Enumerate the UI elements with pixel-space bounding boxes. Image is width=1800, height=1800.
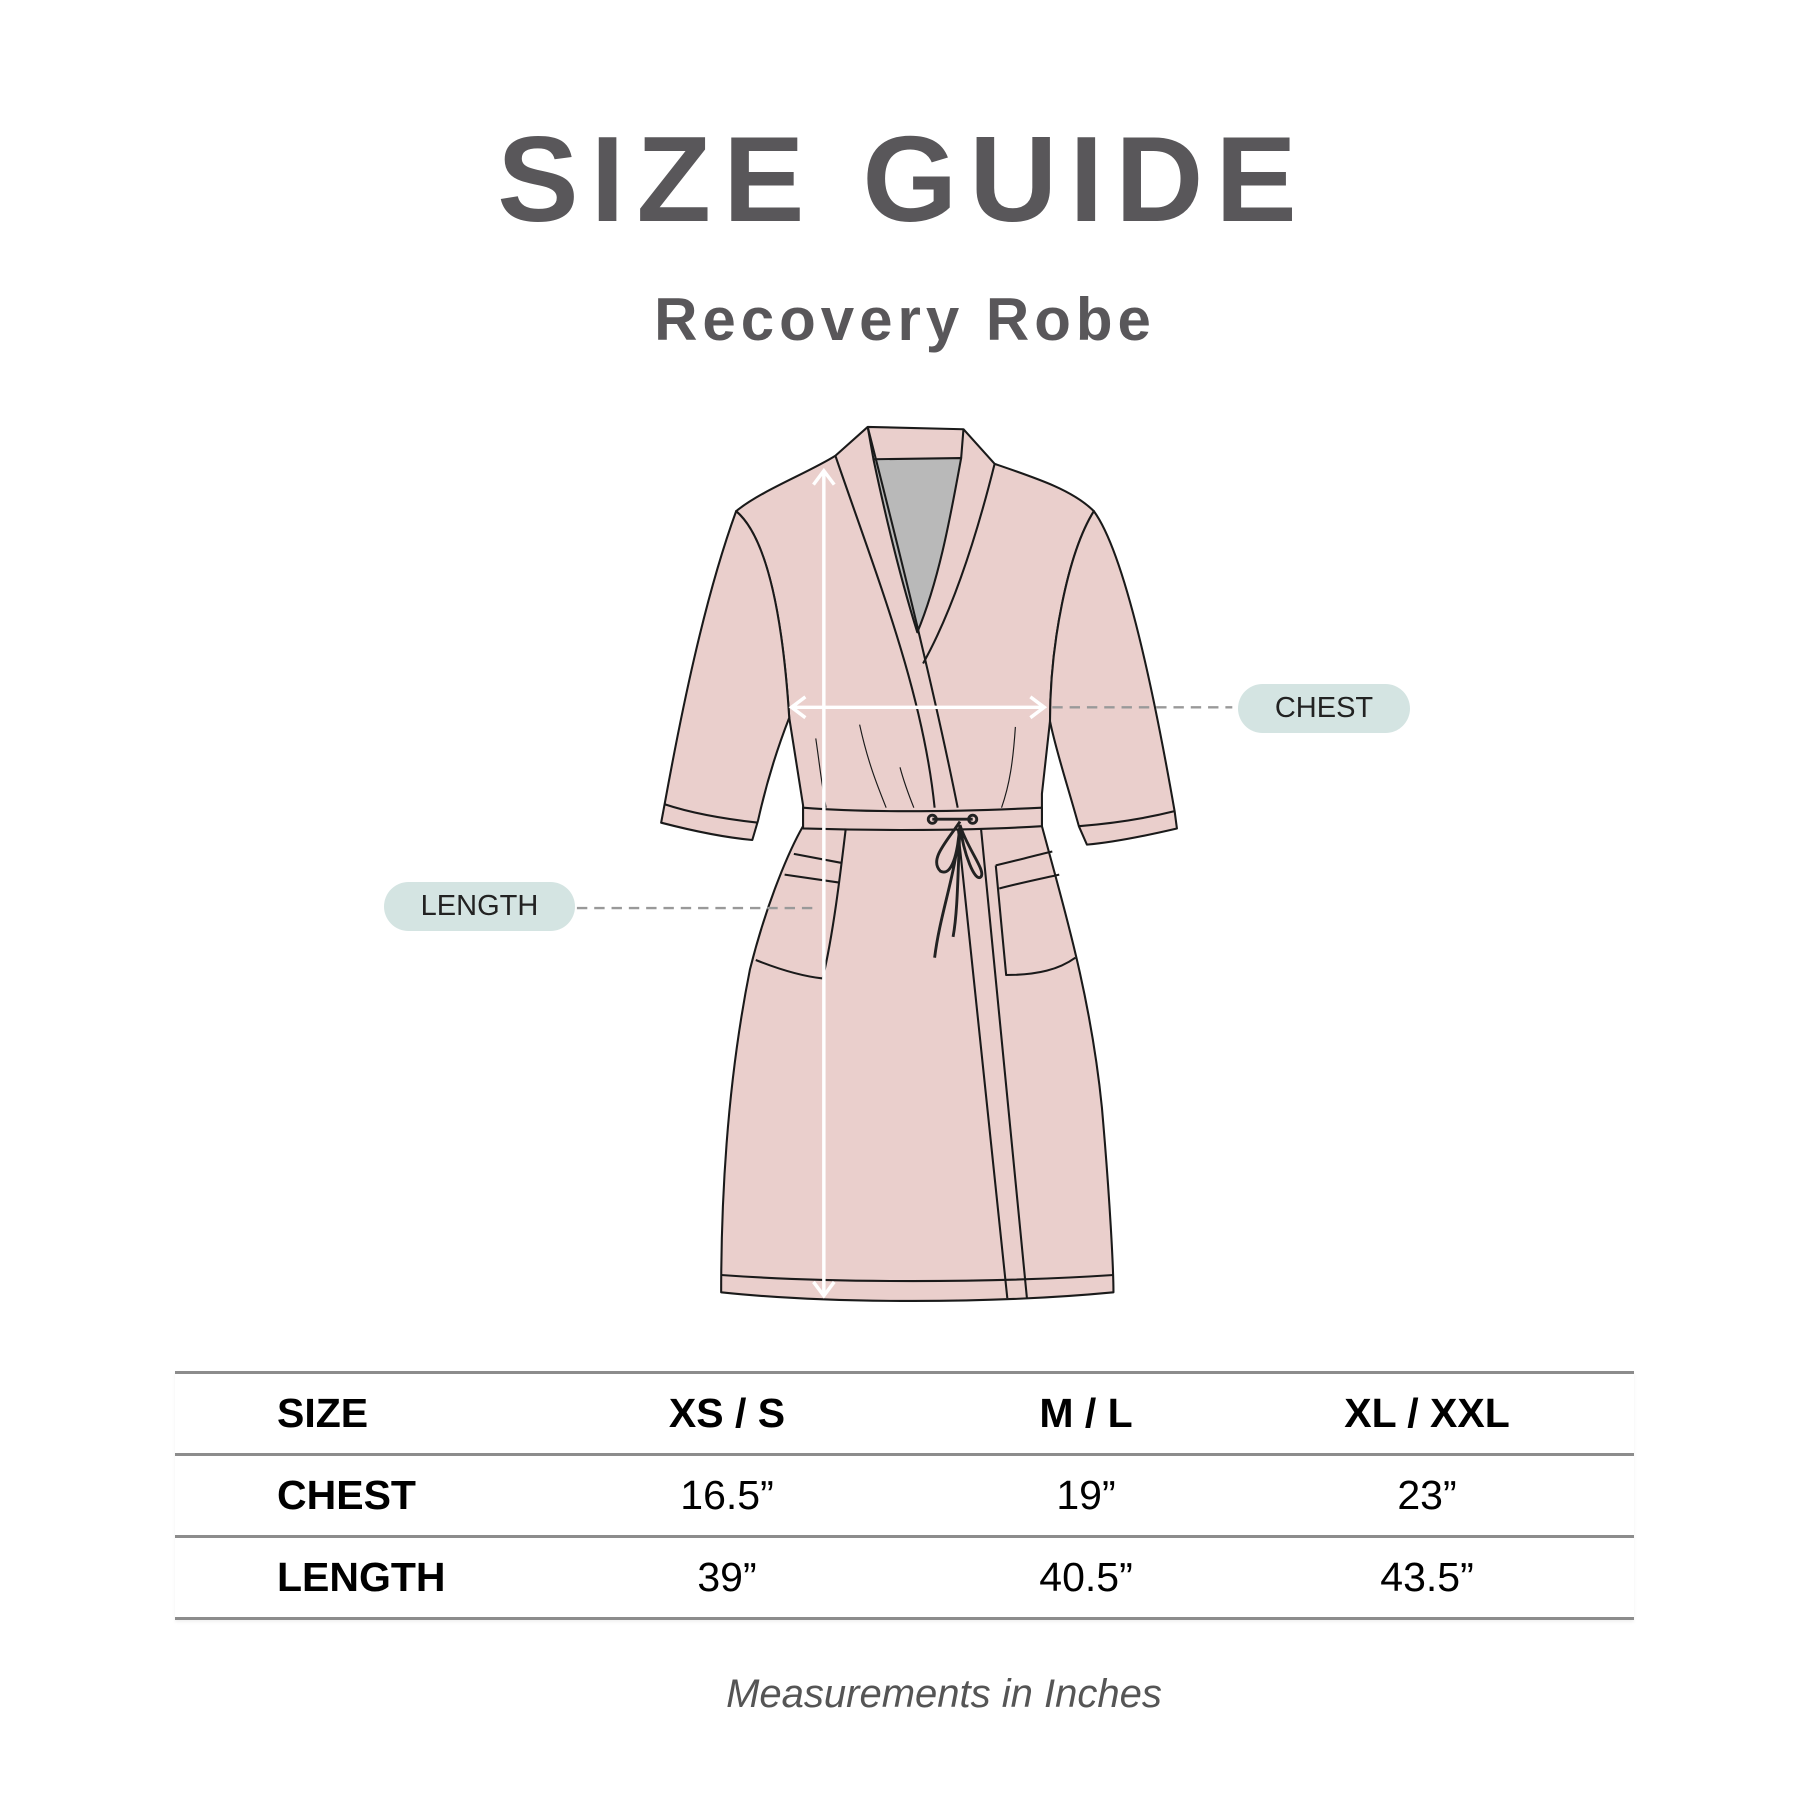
neck-opening bbox=[872, 457, 963, 634]
measurement-note: Measurements in Inches bbox=[726, 1672, 1162, 1716]
chest-arrow bbox=[788, 695, 1048, 720]
length-arrow bbox=[812, 467, 836, 1299]
row-label: LENGTH bbox=[277, 1554, 446, 1600]
belt-tie bbox=[926, 813, 984, 958]
table-row: LENGTH 39” 40.5” 43.5” bbox=[175, 1535, 1634, 1620]
leader-lines bbox=[576, 706, 1233, 910]
table-header-row: SIZE XS / S M / L XL / XXL bbox=[175, 1371, 1634, 1453]
column-header: XS / S bbox=[668, 1390, 786, 1436]
table-cell: 19” bbox=[1056, 1472, 1116, 1518]
row-label: CHEST bbox=[277, 1472, 416, 1518]
product-name: Recovery Robe bbox=[654, 286, 1156, 353]
belt bbox=[802, 806, 1043, 832]
table-cell: 23” bbox=[1397, 1472, 1457, 1518]
table-cell: 40.5” bbox=[1039, 1554, 1133, 1600]
table-cell: 16.5” bbox=[680, 1472, 774, 1518]
column-header: XL / XXL bbox=[1344, 1390, 1510, 1436]
size-table: SIZE XS / S M / L XL / XXL CHEST 16.5” 1… bbox=[175, 1371, 1634, 1620]
measurement-arrows bbox=[788, 467, 1048, 1299]
column-header: SIZE bbox=[277, 1390, 369, 1436]
chest-label: CHEST bbox=[1238, 684, 1410, 733]
page-title: SIZE GUIDE bbox=[497, 111, 1309, 247]
table-cell: 39” bbox=[697, 1554, 757, 1600]
left-sleeve bbox=[660, 510, 791, 842]
table-row: CHEST 16.5” 19” 23” bbox=[175, 1453, 1634, 1535]
length-label: LENGTH bbox=[384, 882, 575, 931]
column-header: M / L bbox=[1039, 1390, 1133, 1436]
table-cell: 43.5” bbox=[1380, 1554, 1474, 1600]
right-sleeve bbox=[1048, 510, 1178, 846]
